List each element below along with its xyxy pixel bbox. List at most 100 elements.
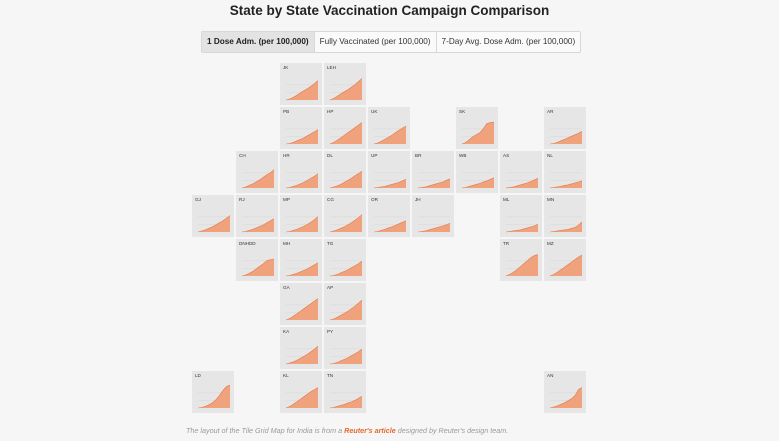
area-outline xyxy=(285,387,319,409)
tile-br[interactable]: BR xyxy=(412,151,454,193)
tab-fully-vaccinated[interactable]: Fully Vaccinated (per 100,000) xyxy=(315,32,437,52)
tile-or[interactable]: OR xyxy=(368,195,410,237)
tile-wb[interactable]: WB xyxy=(456,151,498,193)
tile-dl[interactable]: DL xyxy=(324,151,366,193)
tile-up[interactable]: UP xyxy=(368,151,410,193)
tile-chart xyxy=(505,172,539,189)
area-series xyxy=(330,300,362,320)
tile-as[interactable]: AS xyxy=(500,151,542,193)
tile-code: LEH xyxy=(327,65,336,70)
tile-code: AS xyxy=(503,153,510,158)
area-series xyxy=(330,396,362,408)
tile-code: RJ xyxy=(239,197,245,202)
tile-ka[interactable]: KA xyxy=(280,327,322,369)
tile-chart xyxy=(417,172,451,189)
area-series xyxy=(550,387,582,408)
tile-code: JK xyxy=(283,65,289,70)
tile-chart xyxy=(329,392,363,409)
tile-jh[interactable]: JH xyxy=(412,195,454,237)
area-outline xyxy=(329,170,363,189)
tile-chart xyxy=(505,216,539,233)
area-series xyxy=(374,126,406,144)
area-outline xyxy=(549,387,583,409)
tile-code: AR xyxy=(547,109,554,114)
tile-cg[interactable]: CG xyxy=(324,195,366,237)
tile-mh[interactable]: MH xyxy=(280,239,322,281)
area-series xyxy=(374,179,406,188)
tile-ap[interactable]: AP xyxy=(324,283,366,325)
tile-code: PB xyxy=(283,109,290,114)
area-outline xyxy=(505,224,539,233)
tile-hp[interactable]: HP xyxy=(324,107,366,149)
area-outline xyxy=(461,177,495,189)
area-series xyxy=(242,218,274,232)
tile-chart xyxy=(373,172,407,189)
tile-ar[interactable]: AR xyxy=(544,107,586,149)
area-outline xyxy=(373,220,407,233)
tile-chart xyxy=(329,299,363,321)
tile-dnhdd[interactable]: DNHDD xyxy=(236,239,278,281)
area-series xyxy=(418,178,450,188)
tile-leh[interactable]: LEH xyxy=(324,63,366,105)
tile-tr[interactable]: TR xyxy=(500,239,542,281)
tile-code: AN xyxy=(547,373,554,378)
area-outline xyxy=(329,348,363,365)
tile-py[interactable]: PY xyxy=(324,327,366,369)
area-outline xyxy=(329,122,363,145)
tile-code: PY xyxy=(327,329,334,334)
tile-rj[interactable]: RJ xyxy=(236,195,278,237)
tile-chart xyxy=(285,387,319,409)
tile-code: ML xyxy=(503,197,510,202)
area-outline xyxy=(285,129,319,145)
area-series xyxy=(330,171,362,188)
tile-gj[interactable]: GJ xyxy=(192,195,234,237)
area-series xyxy=(330,214,362,232)
tile-jk[interactable]: JK xyxy=(280,63,322,105)
tile-tg[interactable]: TG xyxy=(324,239,366,281)
area-series xyxy=(286,216,318,232)
tile-chart xyxy=(549,387,583,409)
tile-sk[interactable]: SK xyxy=(456,107,498,149)
tile-nl[interactable]: NL xyxy=(544,151,586,193)
tile-uk[interactable]: UK xyxy=(368,107,410,149)
area-outline xyxy=(197,215,231,233)
tile-code: CH xyxy=(239,153,246,158)
area-series xyxy=(462,122,494,144)
area-series xyxy=(198,385,230,408)
footer-link[interactable]: Reuter's article xyxy=(344,426,396,435)
tile-code: MZ xyxy=(547,241,554,246)
area-outline xyxy=(373,125,407,145)
tile-pb[interactable]: PB xyxy=(280,107,322,149)
tile-ml[interactable]: ML xyxy=(500,195,542,237)
tile-mp[interactable]: MP xyxy=(280,195,322,237)
area-series xyxy=(374,220,406,232)
area-outline xyxy=(329,214,363,233)
tile-ch[interactable]: CH xyxy=(236,151,278,193)
area-series xyxy=(506,224,538,232)
tile-an[interactable]: AN xyxy=(544,371,586,413)
tile-mn[interactable]: MN xyxy=(544,195,586,237)
tile-code: SK xyxy=(459,109,466,114)
tile-chart xyxy=(285,345,319,365)
tile-ld[interactable]: LD xyxy=(192,371,234,413)
tile-code: MP xyxy=(283,197,290,202)
tile-kl[interactable]: KL xyxy=(280,371,322,413)
area-outline xyxy=(329,395,363,409)
area-series xyxy=(286,346,318,364)
tile-code: DNHDD xyxy=(239,241,256,246)
area-outline xyxy=(329,260,363,277)
tile-tn[interactable]: TN xyxy=(324,371,366,413)
tile-hr[interactable]: HR xyxy=(280,151,322,193)
tile-mz[interactable]: MZ xyxy=(544,239,586,281)
tab-first-dose[interactable]: 1 Dose Adm. (per 100,000) xyxy=(202,32,315,52)
tile-chart xyxy=(549,128,583,145)
tile-code: NL xyxy=(547,153,553,158)
footer-text-after: designed by Reuter's design team. xyxy=(397,426,509,435)
tile-ga[interactable]: GA xyxy=(280,283,322,325)
area-outline xyxy=(549,130,583,145)
tile-chart xyxy=(549,254,583,277)
tile-chart xyxy=(549,172,583,189)
area-series xyxy=(286,173,318,188)
tab-seven-day-average[interactable]: 7-Day Avg. Dose Adm. (per 100,000) xyxy=(441,37,576,46)
tile-chart xyxy=(285,216,319,233)
